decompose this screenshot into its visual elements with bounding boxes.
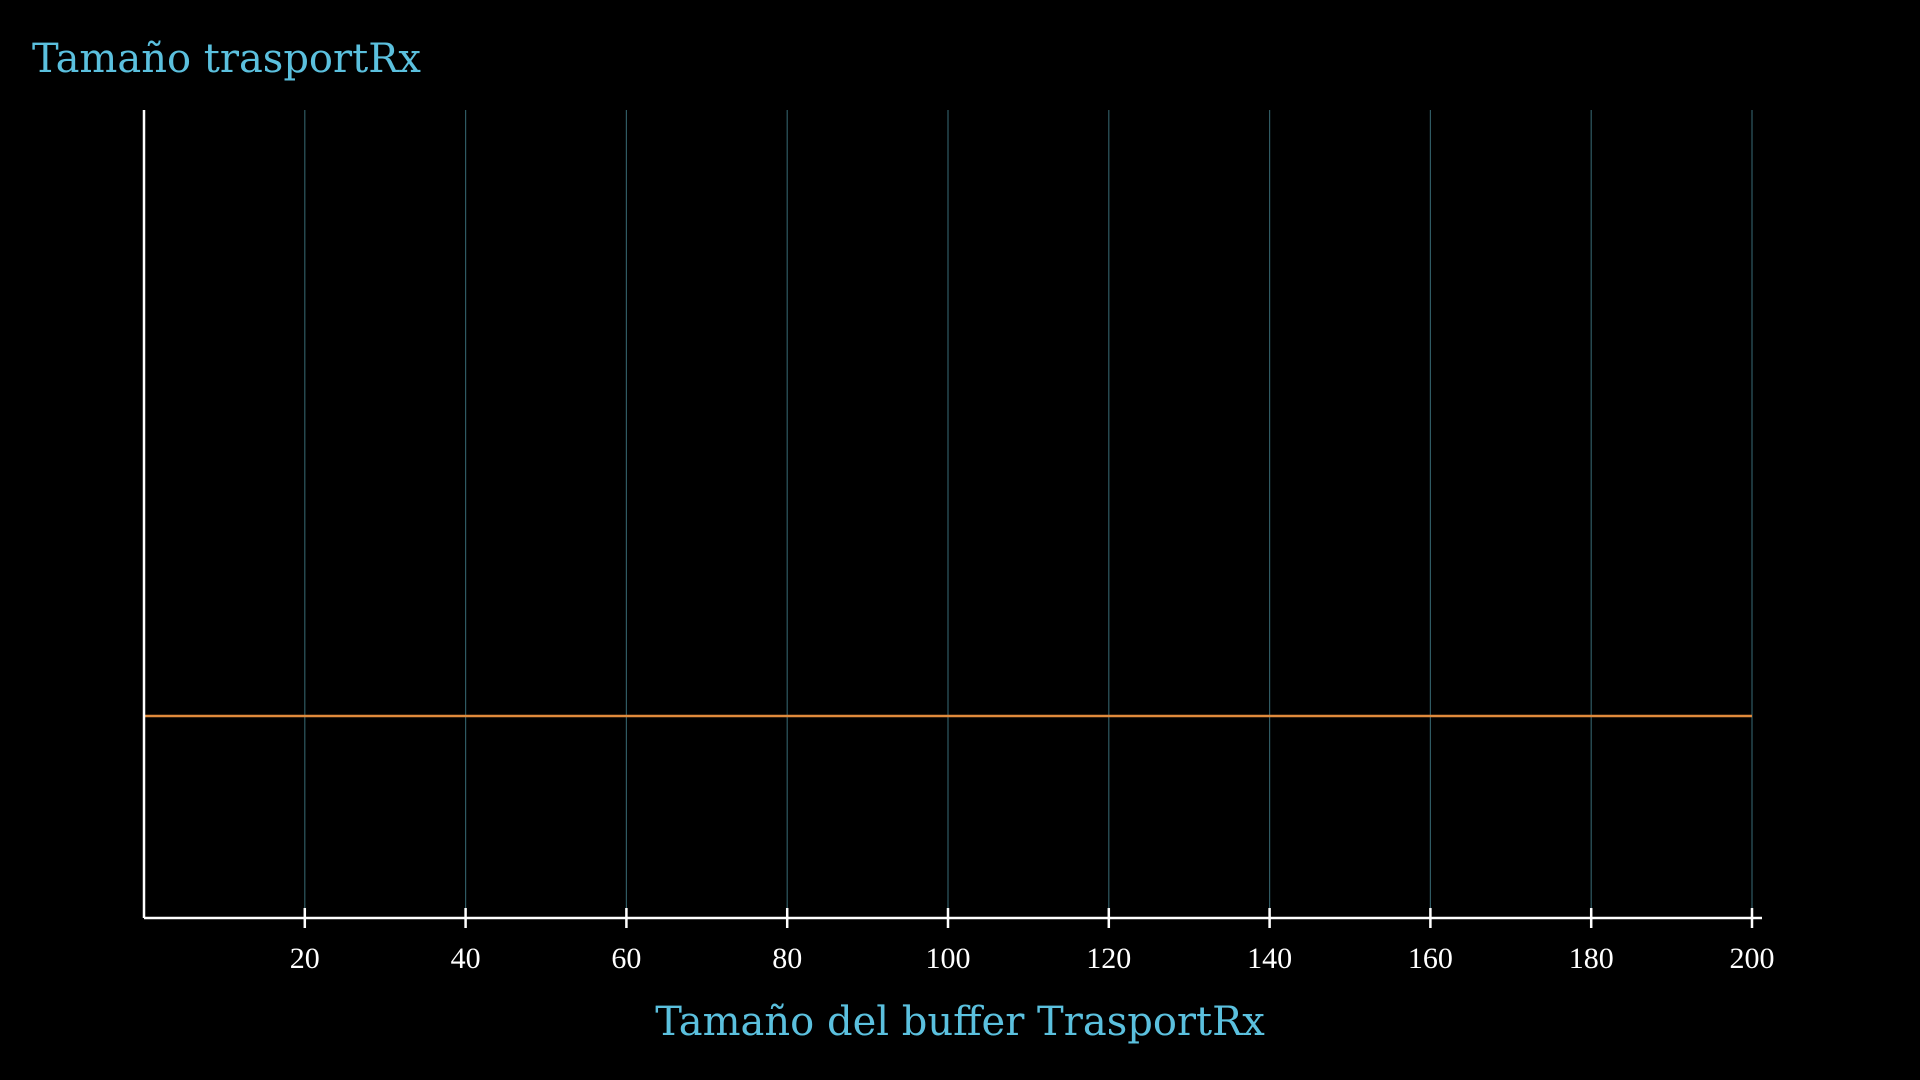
x-tick-label-160: 160 — [1408, 942, 1453, 975]
axes — [142, 110, 1762, 928]
x-tick-label-180: 180 — [1569, 942, 1614, 975]
grid — [304, 110, 1753, 918]
x-tick-label-200: 200 — [1730, 942, 1775, 975]
x-tick-label-80: 80 — [772, 942, 802, 975]
x-tick-labels: 20 40 60 80 100 120 140 160 180 200 — [290, 942, 1775, 975]
x-tick-label-100: 100 — [926, 942, 971, 975]
x-tick-label-40: 40 — [451, 942, 481, 975]
x-axis-label: Tamaño del buffer TrasportRx — [655, 999, 1265, 1045]
x-tick-label-140: 140 — [1247, 942, 1292, 975]
x-tick-label-120: 120 — [1086, 942, 1131, 975]
x-tick-label-20: 20 — [290, 942, 320, 975]
chart-title: Tamaño trasportRx — [32, 36, 421, 82]
x-tick-label-60: 60 — [611, 942, 641, 975]
